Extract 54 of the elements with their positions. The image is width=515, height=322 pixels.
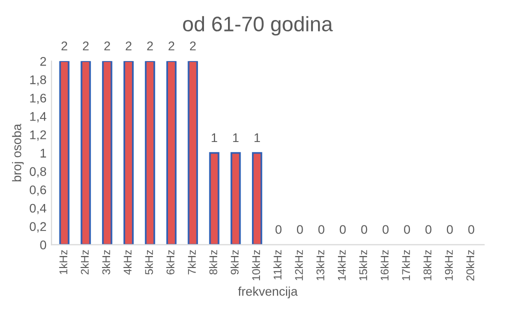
x-tick-label: 6kHz	[166, 250, 174, 274]
y-tick-label: 0,2	[30, 222, 46, 232]
y-axis-title: broj osoba	[12, 124, 24, 182]
data-label: 1	[254, 133, 260, 142]
data-label: 0	[318, 225, 324, 234]
y-tick-label: 1,2	[30, 130, 46, 141]
data-label: 0	[404, 225, 410, 234]
data-label: 0	[446, 225, 453, 234]
y-tick-label: 0,8	[30, 167, 46, 178]
y-tick-label: 1	[40, 148, 46, 158]
y-tick-label: 2	[40, 56, 46, 66]
x-tick-label: 14kHz	[338, 250, 346, 280]
y-tick-label: 0,6	[30, 185, 46, 196]
x-tick-label: 1kHz	[59, 250, 68, 274]
x-tick-label: 20kHz	[466, 250, 474, 281]
x-tick-label: 19kHz	[444, 250, 453, 280]
data-label: 1	[212, 133, 218, 142]
x-tick-label: 7kHz	[188, 250, 196, 274]
data-label: 2	[147, 42, 153, 50]
data-label: 0	[468, 225, 474, 234]
data-label: 0	[296, 225, 303, 234]
y-tick-label: 0,4	[30, 204, 46, 214]
y-tick-label: 1,4	[30, 112, 46, 122]
data-label: 0	[361, 225, 368, 234]
x-tick-label: 12kHz	[294, 250, 303, 280]
data-label: 0	[340, 225, 346, 234]
y-tick-label: 1,6	[30, 94, 46, 104]
data-label: 2	[62, 42, 68, 50]
x-tick-label: 18kHz	[423, 250, 432, 280]
y-tick-label: 1,8	[30, 75, 46, 86]
data-label: 2	[190, 42, 196, 50]
x-axis-title: frekvencija	[238, 286, 298, 298]
x-tick-label: 17kHz	[402, 250, 410, 280]
data-label: 0	[425, 225, 432, 234]
data-label: 1	[233, 133, 239, 142]
x-tick-label: 4kHz	[123, 250, 132, 275]
chart-title: od 61-70 godina	[183, 16, 333, 36]
x-tick-label: 16kHz	[380, 250, 389, 280]
data-label: 0	[276, 225, 282, 234]
data-label: 2	[104, 42, 110, 50]
x-tick-label: 9kHz	[230, 250, 239, 274]
data-label: 2	[168, 42, 174, 50]
y-tick-label: 0	[40, 240, 46, 250]
x-tick-label: 11kHz	[273, 250, 282, 280]
x-tick-label: 8kHz	[209, 250, 218, 274]
data-label: 2	[82, 42, 89, 50]
x-tick-label: 5kHz	[144, 250, 153, 274]
x-tick-label: 2kHz	[80, 250, 89, 274]
data-label: 2	[126, 42, 132, 50]
data-label: 0	[382, 225, 389, 234]
x-tick-label: 13kHz	[316, 250, 324, 280]
x-tick-label: 10kHz	[252, 250, 260, 280]
x-tick-label: 15kHz	[358, 250, 368, 280]
x-tick-label: 3kHz	[102, 250, 110, 274]
